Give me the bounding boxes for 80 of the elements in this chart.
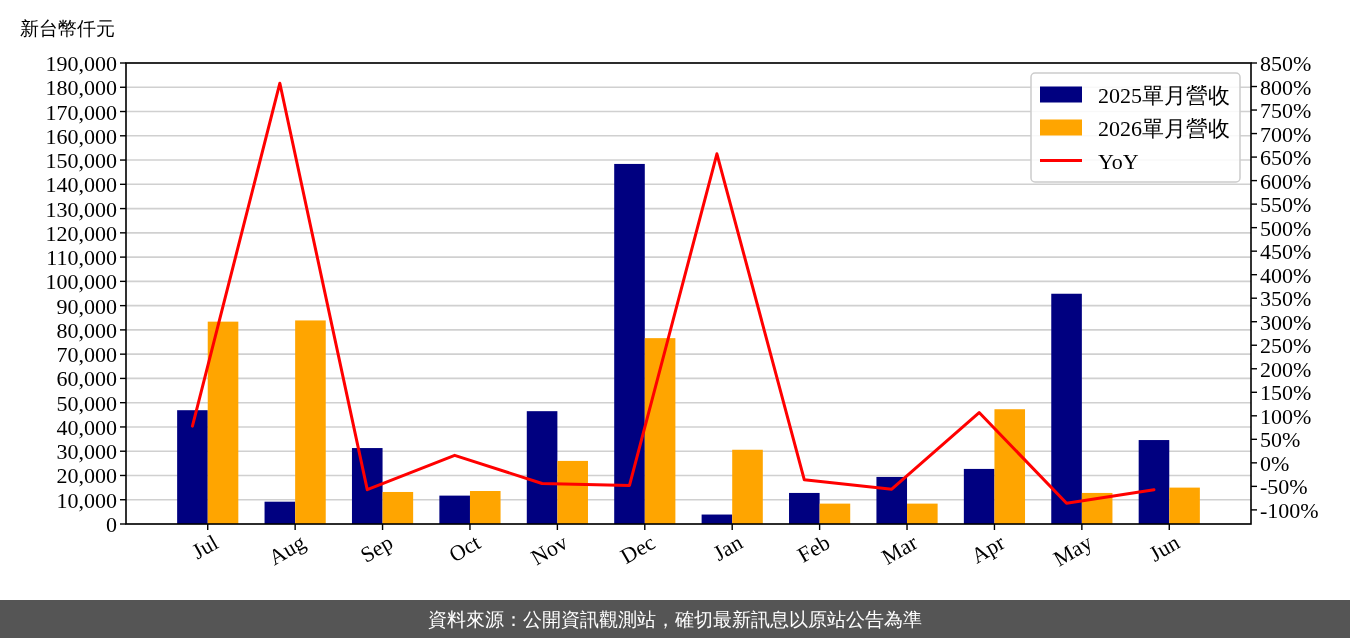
bar xyxy=(789,492,820,524)
y-tick-label: 60,000 xyxy=(56,365,117,391)
y-tick-label: 190,000 xyxy=(45,50,117,76)
y2-tick-label: 350% xyxy=(1260,285,1312,311)
bar xyxy=(264,501,296,524)
y-tick-label: 10,000 xyxy=(56,487,117,513)
y-tick-label: 140,000 xyxy=(45,171,117,197)
y-tick-label: 40,000 xyxy=(56,414,117,440)
bar xyxy=(207,321,239,524)
bar xyxy=(557,460,588,524)
bar xyxy=(644,338,676,524)
y2-tick-label: 700% xyxy=(1260,121,1312,147)
y-tick-label: 30,000 xyxy=(56,438,117,464)
bar xyxy=(994,409,1026,524)
y2-tick-label: 200% xyxy=(1260,356,1312,382)
x-tick-label: Mar xyxy=(877,529,923,570)
bar xyxy=(1169,487,1200,524)
y-tick-label: 70,000 xyxy=(56,341,117,367)
source-note: 資料來源：公開資訊觀測站，確切最新訊息以原站公告為準 xyxy=(428,608,922,630)
y-tick-label: 110,000 xyxy=(46,244,117,270)
x-tick-label: Apr xyxy=(966,529,1010,569)
bar xyxy=(1138,440,1170,524)
y2-tick-label: 100% xyxy=(1260,403,1312,429)
y-tick-label: 150,000 xyxy=(45,147,117,173)
y2-tick-label: 50% xyxy=(1260,426,1301,452)
bar xyxy=(469,491,501,524)
bar xyxy=(614,163,645,524)
y2-tick-label: 650% xyxy=(1260,144,1312,170)
bar xyxy=(439,495,470,524)
y2-tick-label: 800% xyxy=(1260,74,1312,100)
bar xyxy=(351,448,383,524)
y2-tick-label: 400% xyxy=(1260,262,1312,288)
y2-tick-label: 600% xyxy=(1260,168,1312,194)
bar xyxy=(177,410,208,524)
x-tick-label: Jul xyxy=(187,529,223,565)
x-tick-label: Nov xyxy=(526,529,572,571)
y2-tick-label: -50% xyxy=(1260,473,1308,499)
bar xyxy=(382,491,414,524)
x-tick-label: May xyxy=(1048,529,1097,572)
x-tick-label: Sep xyxy=(355,529,398,568)
legend-label: 2025單月營收 xyxy=(1098,82,1230,107)
x-tick-label: Dec xyxy=(616,529,660,569)
y-tick-label: 90,000 xyxy=(56,293,117,319)
y-tick-label: 0 xyxy=(106,511,117,537)
y2-tick-label: -100% xyxy=(1260,497,1319,523)
y-tick-label: 120,000 xyxy=(45,220,117,246)
x-tick-label: Feb xyxy=(793,529,835,568)
y-axis-title: 新台幣仟元 xyxy=(20,17,115,39)
bar xyxy=(1051,293,1082,524)
y2-tick-label: 300% xyxy=(1260,309,1312,335)
y2-tick-label: 250% xyxy=(1260,332,1312,358)
y2-tick-label: 850% xyxy=(1260,50,1312,76)
bar xyxy=(819,503,851,524)
y2-tick-label: 550% xyxy=(1260,191,1312,217)
y-tick-label: 80,000 xyxy=(56,317,117,343)
bar xyxy=(295,320,326,524)
y2-tick-label: 450% xyxy=(1260,238,1312,264)
y-tick-label: 130,000 xyxy=(45,196,117,222)
x-tick-label: Jun xyxy=(1144,529,1184,567)
bar xyxy=(907,503,938,524)
legend-label: YoY xyxy=(1098,148,1139,173)
y2-tick-label: 750% xyxy=(1260,97,1312,123)
x-tick-label: Jan xyxy=(708,529,747,566)
bar xyxy=(876,476,908,524)
y-tick-label: 20,000 xyxy=(56,462,117,488)
y2-tick-label: 0% xyxy=(1260,450,1290,476)
bar xyxy=(732,449,763,524)
legend-label: 2026單月營收 xyxy=(1098,115,1230,140)
y2-tick-label: 150% xyxy=(1260,379,1312,405)
x-tick-label: Oct xyxy=(444,529,485,568)
bar xyxy=(963,468,995,524)
y-tick-label: 170,000 xyxy=(45,99,117,125)
x-tick-label: Aug xyxy=(264,529,310,571)
y-tick-label: 180,000 xyxy=(45,74,117,100)
y-tick-label: 100,000 xyxy=(45,268,117,294)
y2-tick-label: 500% xyxy=(1260,215,1312,241)
y-tick-label: 160,000 xyxy=(45,123,117,149)
y-tick-label: 50,000 xyxy=(56,390,117,416)
bar xyxy=(526,411,558,524)
footer: 資料來源：公開資訊觀測站，確切最新訊息以原站公告為準 xyxy=(0,600,1350,638)
